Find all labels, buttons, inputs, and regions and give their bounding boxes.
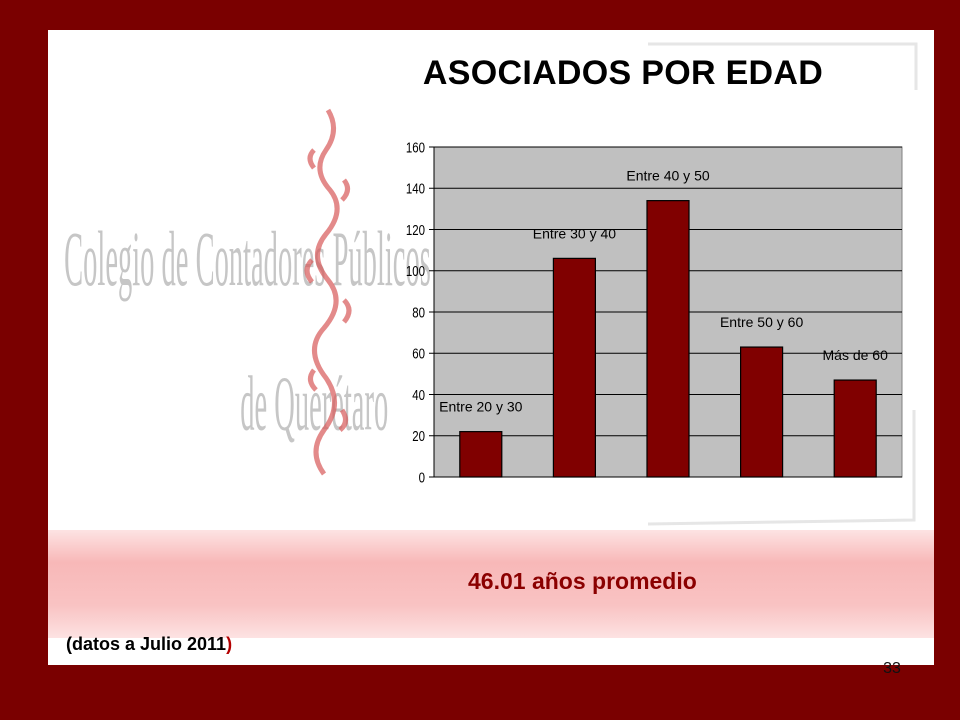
bar [833,379,877,478]
y-tick-label: 20 [412,428,425,445]
pink-band [48,530,934,638]
bar-category-label: Entre 40 y 50 [626,168,709,184]
page-number: 33 [883,660,901,677]
slide: Colegio de Contadores Públicos de Querét… [48,30,934,665]
y-axis-ticks: 0 20 40 60 80 100 120 140 160 [406,139,434,486]
bar [459,431,503,478]
bar-category-label: Entre 30 y 40 [533,225,616,241]
y-tick-label: 160 [406,139,425,156]
y-tick-label: 60 [412,345,425,362]
bar-category-label: Entre 50 y 60 [720,314,803,330]
bar [552,257,596,478]
bars [459,200,877,478]
bar-category-label: Más de 60 [823,347,889,363]
bar [646,200,690,478]
note-close-paren: ) [226,634,233,654]
bar [740,346,784,478]
y-tick-label: 100 [406,263,425,280]
note-text: (datos a Julio 2011 [66,634,227,654]
y-tick-label: 140 [406,180,425,197]
y-tick-label: 40 [412,386,425,403]
slide-title: ASOCIADOS POR EDAD [422,54,824,92]
data-date-note: (datos a Julio 2011) [66,634,232,655]
y-tick-label: 120 [406,221,425,238]
average-age-text: 46.01 años promedio [468,568,697,594]
y-tick-label: 80 [412,304,425,321]
bar-category-label: Entre 20 y 30 [439,399,522,415]
y-tick-label: 0 [419,469,425,486]
bar-labels: Entre 20 y 30 Entre 30 y 40 Entre 40 y 50 E… [439,168,888,415]
watermark-ornament [304,108,352,476]
